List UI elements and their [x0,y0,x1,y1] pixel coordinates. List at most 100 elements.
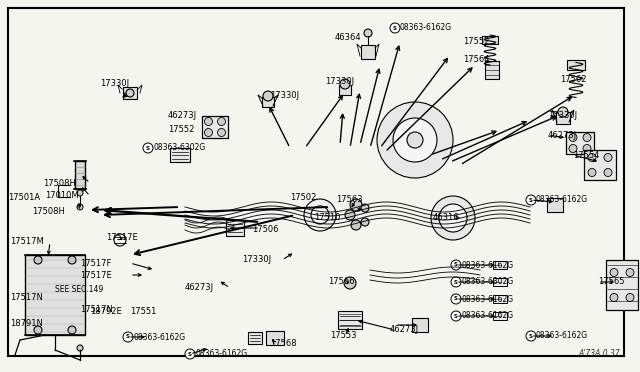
Bar [485,61,499,79]
Bar [248,332,262,344]
Text: 08363-6162G: 08363-6162G [400,23,452,32]
Text: 17562: 17562 [560,76,586,84]
Circle shape [526,331,536,341]
Circle shape [588,169,596,176]
Text: 46364: 46364 [335,33,362,42]
Text: 08363-6302G: 08363-6302G [461,278,513,286]
Bar [606,260,638,310]
Bar [170,148,190,162]
Circle shape [610,269,618,276]
Text: 17563: 17563 [336,196,363,205]
Bar [493,261,507,269]
Text: 17502: 17502 [290,193,316,202]
Text: 08363-6162G: 08363-6162G [536,331,588,340]
Circle shape [610,294,618,301]
Circle shape [558,107,568,117]
Circle shape [439,204,467,232]
Bar [566,132,594,154]
Text: 18792E: 18792E [90,307,122,315]
Text: 17517F: 17517F [80,259,111,267]
Text: S: S [454,279,458,285]
Text: 18791N: 18791N [10,318,43,327]
Circle shape [34,326,42,334]
Circle shape [77,204,83,210]
Text: 08363-6162G: 08363-6162G [461,311,513,321]
Text: 17517E: 17517E [80,270,112,279]
Circle shape [526,195,536,205]
Bar [339,85,351,95]
Text: 17508H: 17508H [32,206,65,215]
Text: 17508H: 17508H [43,179,76,187]
Text: 17517E: 17517E [106,234,138,243]
Text: 17010M: 17010M [45,192,79,201]
Circle shape [407,132,423,148]
Text: SEE SEC.149: SEE SEC.149 [55,285,103,294]
Circle shape [185,349,195,359]
Text: 08363-6302G: 08363-6302G [153,144,205,153]
Bar [493,278,507,286]
Circle shape [205,118,212,125]
Text: S: S [126,334,130,340]
Text: 17566: 17566 [328,278,355,286]
Text: 17506: 17506 [252,225,278,234]
Text: A'73A 0.37: A'73A 0.37 [579,349,620,358]
Text: 08363-6162G: 08363-6162G [461,260,513,269]
Circle shape [626,294,634,301]
Circle shape [626,269,634,276]
Circle shape [205,128,212,137]
Bar [266,331,284,345]
Bar [584,150,616,180]
Circle shape [351,220,361,230]
Circle shape [345,210,355,220]
Circle shape [68,256,76,264]
Circle shape [263,91,273,101]
Text: 08363-6162G: 08363-6162G [195,350,247,359]
Bar [567,60,585,70]
Circle shape [431,196,475,240]
Circle shape [218,118,225,125]
Bar [25,255,85,335]
Text: S: S [393,26,397,31]
Text: 17564: 17564 [463,55,490,64]
Text: S: S [529,334,533,339]
Text: S: S [454,314,458,318]
Circle shape [583,134,591,141]
Text: 17565: 17565 [598,278,625,286]
Bar [338,311,362,329]
Text: 17553: 17553 [330,331,356,340]
Text: 17330J: 17330J [270,90,299,99]
Circle shape [364,29,372,37]
Bar [412,318,428,332]
Bar [123,87,137,99]
Text: 46273J: 46273J [548,131,577,140]
Circle shape [304,199,336,231]
Text: 17551: 17551 [130,307,156,315]
Bar [547,198,563,212]
Bar [493,312,507,320]
Circle shape [451,277,461,287]
Text: S: S [146,145,150,151]
Text: 17501A: 17501A [8,192,40,202]
Text: 08363-6162G: 08363-6162G [461,295,513,304]
Text: 17330J: 17330J [100,78,129,87]
Text: 17510: 17510 [314,214,340,222]
Circle shape [361,218,369,226]
Circle shape [77,190,83,196]
Circle shape [377,102,453,178]
Circle shape [143,143,153,153]
Bar [202,116,228,138]
Circle shape [311,206,329,224]
Circle shape [350,199,362,211]
Text: 17517M: 17517M [10,237,44,247]
Text: S: S [529,198,533,202]
Circle shape [114,234,126,246]
Bar [361,45,375,59]
Circle shape [126,89,134,97]
Text: 17568: 17568 [270,339,296,347]
Circle shape [604,154,612,161]
Circle shape [390,23,400,33]
Circle shape [451,311,461,321]
Circle shape [68,326,76,334]
Circle shape [451,294,461,304]
Text: 46273J: 46273J [185,283,214,292]
